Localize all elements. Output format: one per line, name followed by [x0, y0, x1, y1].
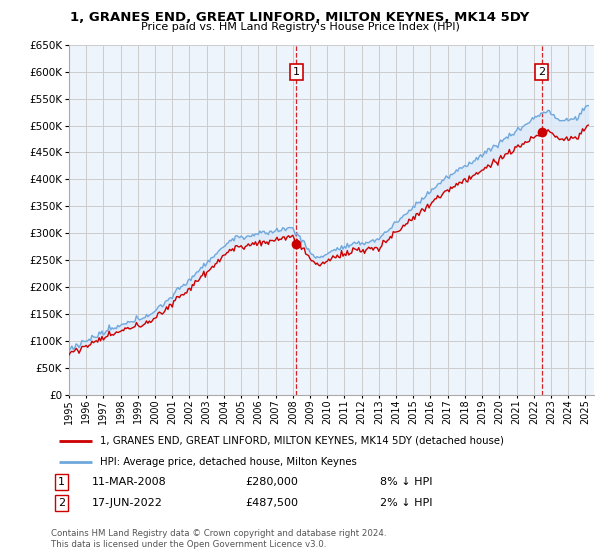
Text: 2% ↓ HPI: 2% ↓ HPI — [380, 498, 433, 508]
Text: 17-JUN-2022: 17-JUN-2022 — [91, 498, 163, 508]
Text: 1, GRANES END, GREAT LINFORD, MILTON KEYNES, MK14 5DY: 1, GRANES END, GREAT LINFORD, MILTON KEY… — [70, 11, 530, 24]
Text: HPI: Average price, detached house, Milton Keynes: HPI: Average price, detached house, Milt… — [100, 457, 356, 467]
Text: 11-MAR-2008: 11-MAR-2008 — [91, 477, 166, 487]
Text: 2: 2 — [58, 498, 65, 508]
Text: £487,500: £487,500 — [245, 498, 298, 508]
Text: 1: 1 — [293, 67, 300, 77]
Text: 2: 2 — [538, 67, 545, 77]
Text: 1, GRANES END, GREAT LINFORD, MILTON KEYNES, MK14 5DY (detached house): 1, GRANES END, GREAT LINFORD, MILTON KEY… — [100, 436, 503, 446]
Text: 1: 1 — [58, 477, 65, 487]
Text: Contains HM Land Registry data © Crown copyright and database right 2024.
This d: Contains HM Land Registry data © Crown c… — [51, 529, 386, 549]
Text: £280,000: £280,000 — [245, 477, 298, 487]
Text: 8% ↓ HPI: 8% ↓ HPI — [380, 477, 433, 487]
Text: Price paid vs. HM Land Registry's House Price Index (HPI): Price paid vs. HM Land Registry's House … — [140, 22, 460, 32]
